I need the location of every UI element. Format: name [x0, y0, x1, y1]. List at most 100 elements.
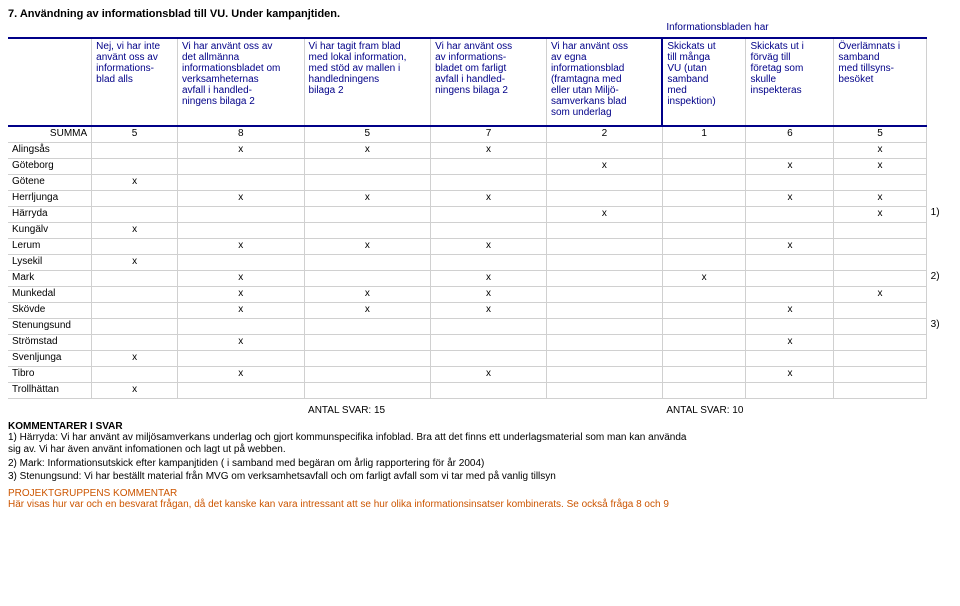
data-cell: [546, 382, 662, 398]
data-cell: [304, 222, 431, 238]
col-header: Överlämnats isambandmed tillsyns-besöket: [834, 38, 926, 126]
data-cell: x: [304, 302, 431, 318]
data-cell: [662, 174, 746, 190]
data-cell: x: [746, 238, 834, 254]
data-cell: [431, 318, 547, 334]
table-row: Göteborgxxx: [8, 158, 952, 174]
info-group-header: Informationsbladen har: [662, 22, 926, 38]
data-cell: x: [431, 238, 547, 254]
row-label: Lysekil: [8, 254, 92, 270]
data-cell: [662, 382, 746, 398]
data-cell: x: [177, 270, 304, 286]
data-cell: x: [177, 142, 304, 158]
row-label: Strömstad: [8, 334, 92, 350]
sidenote: [926, 238, 952, 254]
sidenote: [926, 190, 952, 206]
row-label: Svenljunga: [8, 350, 92, 366]
data-cell: x: [746, 158, 834, 174]
data-cell: [431, 158, 547, 174]
data-cell: [177, 318, 304, 334]
data-cell: [662, 366, 746, 382]
data-cell: [92, 206, 178, 222]
summa-cell: 2: [546, 126, 662, 142]
data-cell: [834, 270, 926, 286]
data-cell: [662, 158, 746, 174]
data-cell: [304, 254, 431, 270]
data-cell: [746, 382, 834, 398]
sidenote: 2): [926, 270, 952, 286]
table-row: Herrljungaxxxxx: [8, 190, 952, 206]
row-label: Mark: [8, 270, 92, 286]
data-cell: x: [177, 334, 304, 350]
data-cell: [834, 318, 926, 334]
table-row: Härrydaxx1): [8, 206, 952, 222]
comment-line: 2) Mark: Informationsutskick efter kampa…: [8, 458, 952, 471]
data-cell: [546, 318, 662, 334]
data-cell: x: [546, 158, 662, 174]
comments-header: KOMMENTARER I SVAR: [8, 421, 952, 432]
data-cell: [546, 254, 662, 270]
data-cell: [662, 238, 746, 254]
data-cell: [546, 142, 662, 158]
data-cell: [746, 254, 834, 270]
data-cell: x: [834, 206, 926, 222]
project-comment-body: Här visas hur var och en besvarat frågan…: [8, 499, 952, 510]
comment-line: 1) Härryda: Vi har använt av miljösamver…: [8, 432, 952, 457]
data-cell: x: [546, 206, 662, 222]
data-cell: [431, 382, 547, 398]
summa-row: SUMMA 5 8 5 7 2 1 6 5: [8, 126, 952, 142]
sidenote: [926, 334, 952, 350]
data-cell: [546, 286, 662, 302]
sidenote: 1): [926, 206, 952, 222]
data-cell: [431, 174, 547, 190]
data-cell: [304, 174, 431, 190]
data-cell: [662, 190, 746, 206]
data-cell: [177, 158, 304, 174]
page-title: 7. Användning av informationsblad till V…: [8, 8, 952, 20]
sidenote: [926, 286, 952, 302]
data-cell: x: [304, 190, 431, 206]
data-cell: [177, 206, 304, 222]
data-cell: [546, 238, 662, 254]
table-row: Tibroxxx: [8, 366, 952, 382]
data-cell: [662, 286, 746, 302]
row-label: Göteborg: [8, 158, 92, 174]
data-cell: x: [304, 142, 431, 158]
data-cell: x: [431, 286, 547, 302]
row-label: Alingsås: [8, 142, 92, 158]
row-label: Götene: [8, 174, 92, 190]
col-header: Vi har tagit fram bladmed lokal informat…: [304, 38, 431, 126]
row-label: Herrljunga: [8, 190, 92, 206]
data-cell: x: [662, 270, 746, 286]
data-cell: x: [304, 238, 431, 254]
header-row: Nej, vi har inteanvänt oss avinformation…: [8, 38, 952, 126]
data-cell: [304, 318, 431, 334]
summa-label: SUMMA: [8, 126, 92, 142]
data-cell: [92, 158, 178, 174]
data-cell: [834, 238, 926, 254]
data-cell: x: [177, 238, 304, 254]
row-label: Tibro: [8, 366, 92, 382]
data-cell: [177, 350, 304, 366]
data-cell: [431, 206, 547, 222]
main-table: Informationsbladen har Nej, vi har intea…: [8, 22, 952, 417]
data-cell: x: [177, 286, 304, 302]
data-cell: [746, 142, 834, 158]
data-cell: [92, 238, 178, 254]
data-cell: [834, 302, 926, 318]
data-cell: [431, 334, 547, 350]
table-row: Markxxx2): [8, 270, 952, 286]
comment-line: 3) Stenungsund: Vi har beställt material…: [8, 471, 952, 484]
data-cell: [746, 318, 834, 334]
data-cell: x: [304, 286, 431, 302]
sidenote: [926, 366, 952, 382]
row-label: Skövde: [8, 302, 92, 318]
table-row: Lerumxxxx: [8, 238, 952, 254]
comments-block: 1) Härryda: Vi har använt av miljösamver…: [8, 432, 952, 484]
antal-svar-left: ANTAL SVAR: 15: [304, 398, 662, 417]
table-row: Trollhättanx: [8, 382, 952, 398]
table-row: Kungälvx: [8, 222, 952, 238]
data-cell: [834, 254, 926, 270]
table-row: Götenex: [8, 174, 952, 190]
data-cell: [546, 174, 662, 190]
